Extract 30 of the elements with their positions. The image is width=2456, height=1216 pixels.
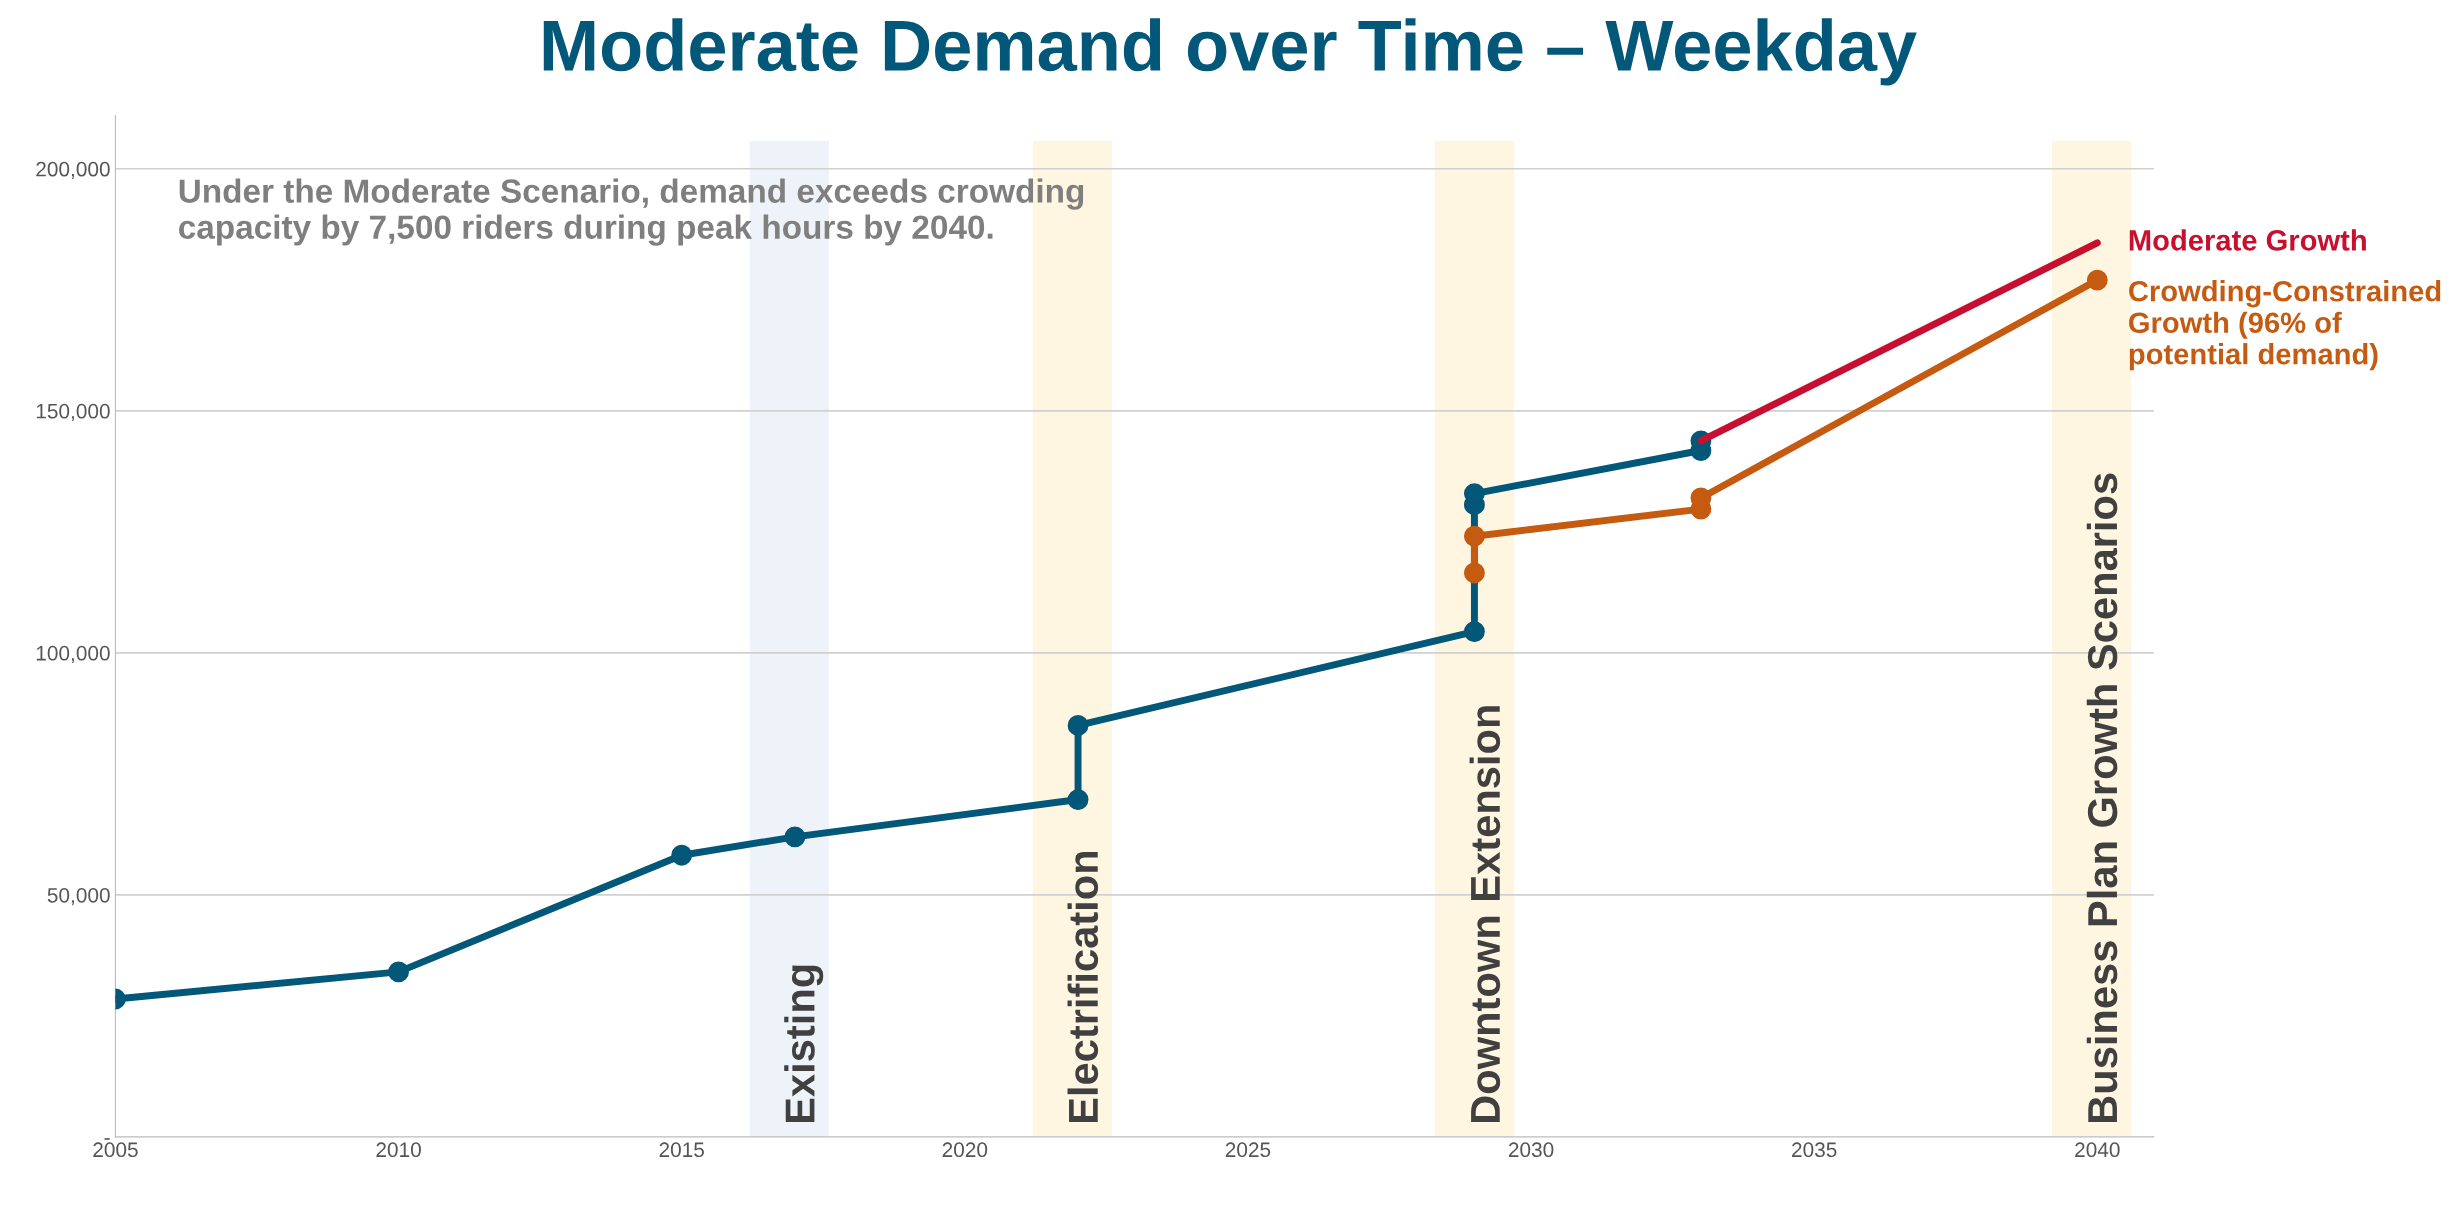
point	[1067, 715, 1089, 736]
point	[1067, 789, 1089, 810]
annotation: Under the Moderate Scenario, demand exceeds crowding capacity by 7,500 riders during peak hours by 2040.	[179, 178, 1084, 246]
y-tick-label: 100,000	[36, 645, 110, 664]
point	[388, 961, 409, 983]
band-label: Existing	[784, 965, 824, 1123]
x-tick-label: 2005	[93, 1142, 138, 1158]
point	[1463, 562, 1485, 584]
x-tick-label: 2010	[376, 1142, 421, 1158]
y-tick-label: 200,000	[36, 161, 110, 179]
x-tick-label: 2040	[2075, 1142, 2120, 1158]
series-label: Crowding-Constrained Growth (96% of potential demand)	[2129, 280, 2441, 371]
point	[1463, 525, 1485, 547]
x-tick-label: 2030	[1508, 1142, 1554, 1158]
x-tick-label: 2020	[942, 1142, 988, 1158]
x-tick-label: 2015	[659, 1142, 704, 1158]
y-tick-label: -	[104, 1138, 110, 1140]
x-tick-label: 2025	[1225, 1142, 1271, 1158]
y-tick-label: 50,000	[47, 887, 110, 906]
point	[784, 826, 806, 848]
point	[2086, 269, 2108, 291]
series-label: Moderate Growth	[2129, 229, 2366, 251]
band-label: Electrification	[1067, 851, 1099, 1123]
point	[1463, 621, 1485, 642]
chart-title: Moderate Demand over Time – Weekday	[543, 18, 1917, 86]
x-tick-label: 2035	[1792, 1142, 1837, 1158]
band-label: Business Plan Growth Scenarios	[2086, 473, 2118, 1123]
point	[671, 844, 693, 866]
band-label: Downtown Extension	[1469, 706, 1501, 1123]
y-tick-label: 150,000	[36, 403, 110, 422]
